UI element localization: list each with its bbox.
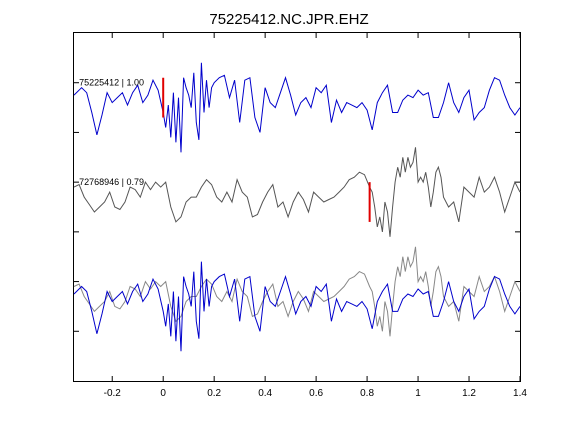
x-tick-label: 0.8 — [360, 388, 374, 399]
plot-frame — [73, 32, 521, 382]
trace-annotation: 72768946 | 0.79 — [79, 177, 144, 187]
pick-markers — [162, 77, 371, 222]
x-tick-label: 0.2 — [207, 388, 221, 399]
x-tick-label: 1 — [415, 388, 421, 399]
trace-annotations: 75225412 | 1.00 72768946 | 0.79 — [79, 78, 144, 187]
x-tick-label: 1.2 — [462, 388, 476, 399]
x-tick-label: 0.6 — [309, 388, 323, 399]
x-tick-label: 1.4 — [513, 388, 527, 399]
trace-annotation: 75225412 | 1.00 — [79, 78, 144, 88]
chart-title: 75225412.NC.JPR.EHZ — [209, 11, 368, 28]
trace-3-gray_light-line — [73, 246, 521, 337]
axis-ticks: -0.2 0 0.2 0.4 0.6 0.8 1 1.2 1.4 — [74, 33, 527, 399]
x-tick-label: 0.4 — [258, 388, 272, 399]
trace-2-gray-line — [73, 147, 521, 237]
trace-1-blue-line — [73, 62, 521, 153]
x-tick-label: 0 — [160, 388, 166, 399]
x-tick-label: -0.2 — [104, 388, 122, 399]
trace-3-blue-line — [73, 261, 521, 352]
trace-lines — [73, 62, 521, 352]
